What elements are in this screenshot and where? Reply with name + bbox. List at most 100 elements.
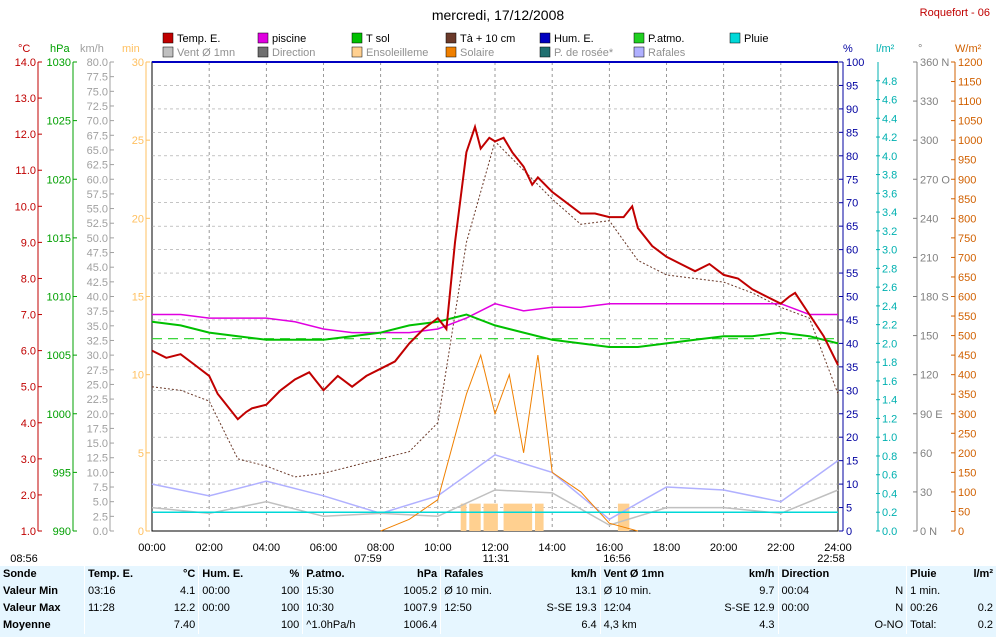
legend-swatch: [351, 46, 363, 58]
tick-temp: 8.0: [21, 273, 36, 285]
tick-rain: 2.2: [882, 320, 897, 332]
summary-row-max: Valeur Max 11:28 12.2 00:00 100 10:30 10…: [0, 600, 996, 617]
summary-row-avg: Moyenne 7.40 100 ^1.0hPa/h 1006.4 6.4 4,…: [0, 617, 996, 634]
tick-min: 25: [132, 135, 144, 147]
cell-time: 1 min.: [906, 583, 960, 600]
weather-chart: mercredi, 17/12/2008 Roquefort - 06 Temp. …: [10, 7, 990, 565]
tick-min: 5: [138, 448, 144, 460]
tick-wind: 27.5: [87, 365, 108, 377]
summary-unit-dir: [856, 566, 907, 583]
tick-rain: 4.4: [882, 113, 897, 125]
cell-time: 00:04: [777, 583, 856, 600]
tick-rain: 1.6: [882, 376, 897, 388]
tick-hum: 0: [846, 526, 852, 538]
tick-dir: 60: [920, 448, 932, 460]
tick-wind: 30.0: [87, 350, 108, 362]
tick-rain: 0.2: [882, 507, 897, 519]
tick-wind: 77.5: [87, 72, 108, 84]
tick-dir: 330: [920, 96, 938, 108]
cell-value: 0.2: [977, 602, 993, 614]
legend-swatch: [729, 32, 741, 44]
cell-time: [198, 617, 268, 634]
chart-title: mercredi, 17/12/2008: [432, 7, 565, 23]
tick-hum: 40: [846, 338, 858, 350]
tick-wind: 45.0: [87, 262, 108, 274]
tick-dir: 180 S: [920, 292, 949, 304]
tick-solar: 250: [958, 428, 976, 440]
legend-label: Pluie: [744, 33, 768, 45]
sun-event-label: 16:56: [603, 553, 631, 565]
tick-wind: 47.5: [87, 248, 108, 260]
tick-wind: 57.5: [87, 189, 108, 201]
legend-label: Rafales: [648, 47, 686, 59]
tick-dir: 300: [920, 135, 938, 147]
summary-header-hum: Hum. E.: [198, 566, 268, 583]
series-wind: [151, 489, 839, 526]
tick-wind: 7.5: [93, 482, 108, 494]
tick-solar: 1000: [958, 135, 982, 147]
cell-time: 00:00: [198, 583, 268, 600]
tick-hum: 20: [846, 432, 858, 444]
tick-press: 995: [53, 467, 71, 479]
summary-header-temp: Temp. E.: [83, 566, 159, 583]
sun-event-label: 08:56: [10, 553, 38, 565]
series-solar: [380, 353, 639, 532]
tick-solar: 1100: [958, 96, 982, 108]
cell-time: 00:00: [198, 600, 268, 617]
tick-wind: 15.0: [87, 438, 108, 450]
row-label: Valeur Max: [3, 602, 61, 614]
tick-wind: 22.5: [87, 394, 108, 406]
legend-label: P. de rosée*: [554, 47, 614, 59]
cell-value: 7.40: [173, 619, 196, 631]
tick-wind: 17.5: [87, 423, 108, 435]
cell-value: 12.2: [173, 602, 196, 614]
tick-wind: 10.0: [87, 467, 108, 479]
tick-rain: 2.4: [882, 301, 897, 313]
tick-dir: 0 N: [920, 526, 937, 538]
cell-time: Ø 10 min.: [599, 583, 697, 600]
tick-min: 10: [132, 370, 144, 382]
x-tick-label: 24:00: [824, 542, 852, 554]
tick-rain: 2.0: [882, 338, 897, 350]
tick-hum: 45: [846, 315, 858, 327]
tick-solar: 700: [958, 252, 976, 264]
sunshine-bar: [535, 503, 544, 531]
sunshine-bar: [503, 503, 533, 531]
cell-time: 10:30: [302, 600, 383, 617]
cell-value: [959, 583, 996, 600]
series-temp: [151, 123, 839, 421]
tick-press: 1000: [47, 409, 71, 421]
tick-hum: 75: [846, 174, 858, 186]
tick-hum: 35: [846, 362, 858, 374]
summary-header-dir: Direction: [777, 566, 856, 583]
tick-temp: 2.0: [21, 490, 36, 502]
series-pool: [152, 302, 838, 334]
tick-dir: 150: [920, 331, 938, 343]
tick-rain: 1.0: [882, 432, 897, 444]
tick-rain: 3.2: [882, 226, 897, 238]
tick-rain: 4.0: [882, 151, 897, 163]
x-tick-label: 02:00: [195, 542, 223, 554]
tick-solar: 800: [958, 213, 976, 225]
legend-swatch: [633, 32, 645, 44]
tick-hum: 25: [846, 409, 858, 421]
tick-rain: 4.6: [882, 95, 897, 107]
tick-dir: 120: [920, 370, 938, 382]
tick-wind: 60.0: [87, 174, 108, 186]
legend-label: Hum. E.: [554, 33, 594, 45]
tick-wind: 70.0: [87, 116, 108, 128]
legend-swatch: [633, 46, 645, 58]
tick-wind: 50.0: [87, 233, 108, 245]
tick-dir: 270 O: [920, 174, 950, 186]
tick-dir: 240: [920, 213, 938, 225]
tick-temp: 4.0: [21, 418, 36, 430]
tick-solar: 500: [958, 331, 976, 343]
series-gust: [151, 453, 839, 521]
cell-time: 00:26: [906, 600, 960, 617]
legend-label: Ensoleilleme: [366, 47, 428, 59]
tick-temp: 14.0: [15, 57, 36, 69]
tick-wind: 65.0: [87, 145, 108, 157]
tick-solar: 50: [958, 506, 970, 518]
tick-solar: 900: [958, 174, 976, 186]
x-tick-label: 16:00: [596, 542, 624, 554]
